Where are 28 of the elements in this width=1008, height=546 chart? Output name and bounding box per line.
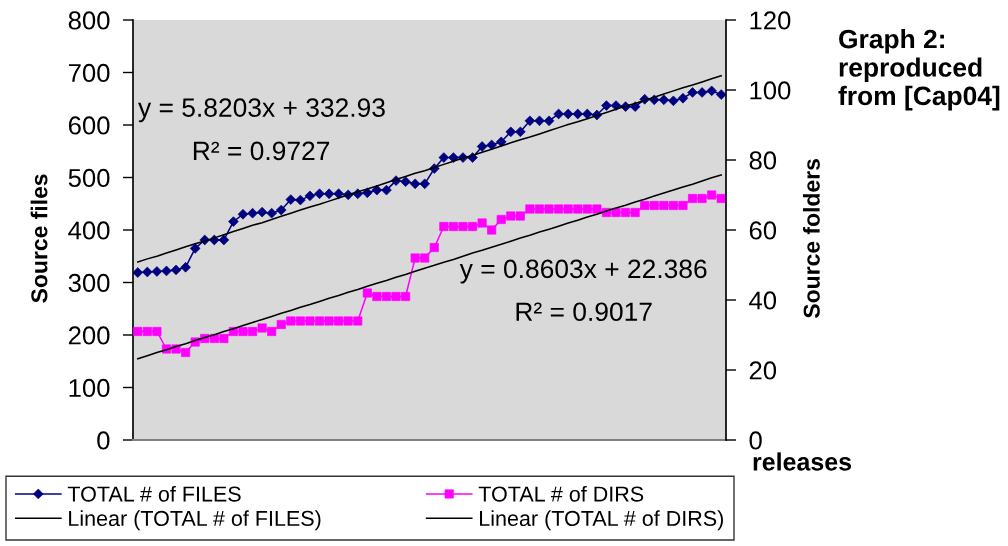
y2-tick-label: 40 [749, 291, 777, 310]
y2-tick-label: 0 [749, 431, 762, 450]
annotation: y = 0.8603x + 22.386 [459, 259, 707, 284]
y2-axis-title: Source folders [803, 159, 820, 318]
y2-tick-label: 80 [749, 151, 777, 170]
legend-label: TOTAL # of DIRS [478, 485, 644, 502]
y-tick-label: 500 [68, 168, 110, 188]
annotation: R² = 0.9727 [193, 141, 330, 161]
y2-tick-label: 20 [749, 361, 777, 380]
legend-label: TOTAL # of FILES [67, 485, 241, 502]
y-tick-label: 100 [69, 378, 110, 398]
y-tick-label: 800 [68, 11, 110, 30]
legend-label: Linear (TOTAL # of FILES) [69, 510, 321, 531]
y2-tick-label: 100 [750, 81, 791, 100]
y-tick-label: 0 [97, 431, 110, 450]
x-axis-title: releases [753, 452, 852, 471]
caption: Graph 2: reproduced from [Cap04] [838, 29, 1000, 111]
y-tick-label: 400 [68, 221, 110, 240]
annotation: y = 5.8203x + 332.93 [138, 98, 385, 123]
y2-tick-label: 60 [749, 221, 777, 240]
y-axis-title: Source files [30, 174, 48, 303]
y-tick-label: 300 [68, 273, 110, 293]
legend-label: Linear (TOTAL # of DIRS) [480, 510, 723, 531]
annotation: R² = 0.9017 [516, 302, 652, 322]
y-tick-label: 600 [68, 116, 110, 135]
y2-tick-label: 120 [750, 11, 791, 30]
y-tick-label: 200 [68, 326, 110, 345]
y-tick-label: 700 [68, 63, 110, 83]
